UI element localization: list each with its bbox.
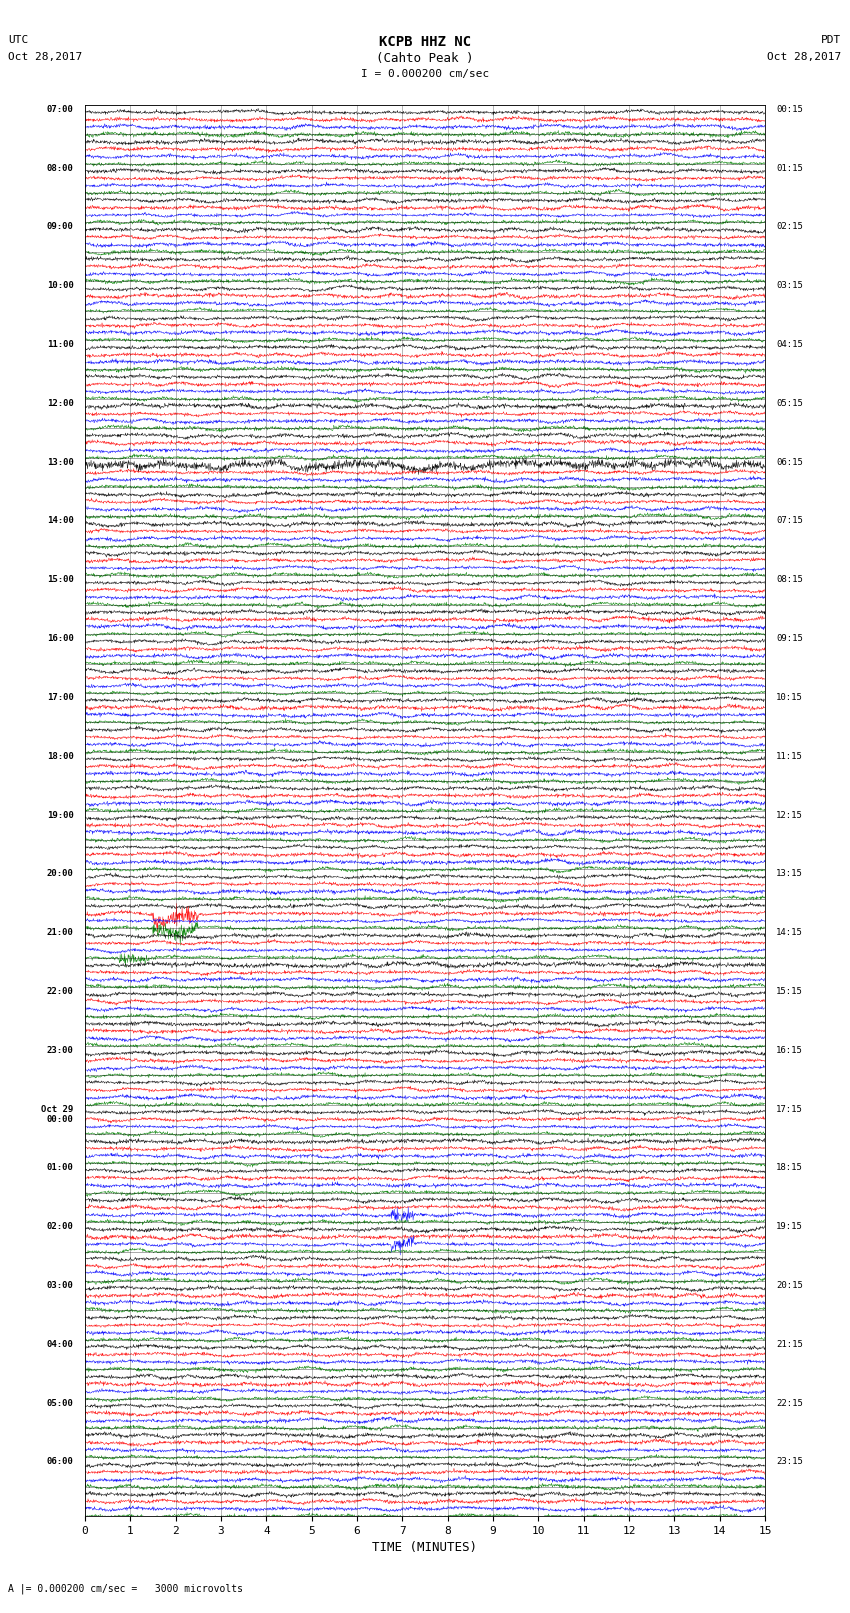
Text: (Cahto Peak ): (Cahto Peak ) xyxy=(377,52,473,65)
Text: 23:00: 23:00 xyxy=(47,1045,74,1055)
Text: KCPB HHZ NC: KCPB HHZ NC xyxy=(379,35,471,50)
Text: 10:00: 10:00 xyxy=(47,281,74,290)
Text: 14:00: 14:00 xyxy=(47,516,74,526)
Text: 16:15: 16:15 xyxy=(776,1045,803,1055)
Text: 17:00: 17:00 xyxy=(47,694,74,702)
Text: 18:00: 18:00 xyxy=(47,752,74,761)
Text: 20:00: 20:00 xyxy=(47,869,74,879)
Text: 18:15: 18:15 xyxy=(776,1163,803,1173)
Text: 22:15: 22:15 xyxy=(776,1398,803,1408)
Text: 13:15: 13:15 xyxy=(776,869,803,879)
Text: 12:00: 12:00 xyxy=(47,398,74,408)
Text: 06:00: 06:00 xyxy=(47,1458,74,1466)
Text: 02:00: 02:00 xyxy=(47,1223,74,1231)
Text: 19:15: 19:15 xyxy=(776,1223,803,1231)
Text: 15:00: 15:00 xyxy=(47,576,74,584)
Text: 08:00: 08:00 xyxy=(47,163,74,173)
Text: 08:15: 08:15 xyxy=(776,576,803,584)
Text: 13:00: 13:00 xyxy=(47,458,74,466)
Text: 03:00: 03:00 xyxy=(47,1281,74,1290)
Text: 17:15: 17:15 xyxy=(776,1105,803,1113)
Text: 05:00: 05:00 xyxy=(47,1398,74,1408)
Text: 00:15: 00:15 xyxy=(776,105,803,115)
Text: 05:15: 05:15 xyxy=(776,398,803,408)
Text: 07:15: 07:15 xyxy=(776,516,803,526)
Text: 06:15: 06:15 xyxy=(776,458,803,466)
Text: 23:15: 23:15 xyxy=(776,1458,803,1466)
Text: 01:00: 01:00 xyxy=(47,1163,74,1173)
Text: 19:00: 19:00 xyxy=(47,811,74,819)
Text: 03:15: 03:15 xyxy=(776,281,803,290)
Text: 04:15: 04:15 xyxy=(776,340,803,348)
Text: 07:00: 07:00 xyxy=(47,105,74,115)
Text: PDT: PDT xyxy=(821,35,842,45)
Text: 11:00: 11:00 xyxy=(47,340,74,348)
Text: 12:15: 12:15 xyxy=(776,811,803,819)
Text: 02:15: 02:15 xyxy=(776,223,803,231)
Text: 21:15: 21:15 xyxy=(776,1340,803,1348)
Text: 21:00: 21:00 xyxy=(47,927,74,937)
X-axis label: TIME (MINUTES): TIME (MINUTES) xyxy=(372,1542,478,1555)
Text: 14:15: 14:15 xyxy=(776,927,803,937)
Text: UTC: UTC xyxy=(8,35,29,45)
Text: I = 0.000200 cm/sec: I = 0.000200 cm/sec xyxy=(361,69,489,79)
Text: 20:15: 20:15 xyxy=(776,1281,803,1290)
Text: 01:15: 01:15 xyxy=(776,163,803,173)
Text: 04:00: 04:00 xyxy=(47,1340,74,1348)
Text: 16:00: 16:00 xyxy=(47,634,74,644)
Text: Oct 28,2017: Oct 28,2017 xyxy=(768,52,842,61)
Text: 15:15: 15:15 xyxy=(776,987,803,995)
Text: Oct 29
00:00: Oct 29 00:00 xyxy=(42,1105,74,1124)
Text: 09:15: 09:15 xyxy=(776,634,803,644)
Text: 22:00: 22:00 xyxy=(47,987,74,995)
Text: Oct 28,2017: Oct 28,2017 xyxy=(8,52,82,61)
Text: 11:15: 11:15 xyxy=(776,752,803,761)
Text: 10:15: 10:15 xyxy=(776,694,803,702)
Text: 09:00: 09:00 xyxy=(47,223,74,231)
Text: A |= 0.000200 cm/sec =   3000 microvolts: A |= 0.000200 cm/sec = 3000 microvolts xyxy=(8,1582,243,1594)
